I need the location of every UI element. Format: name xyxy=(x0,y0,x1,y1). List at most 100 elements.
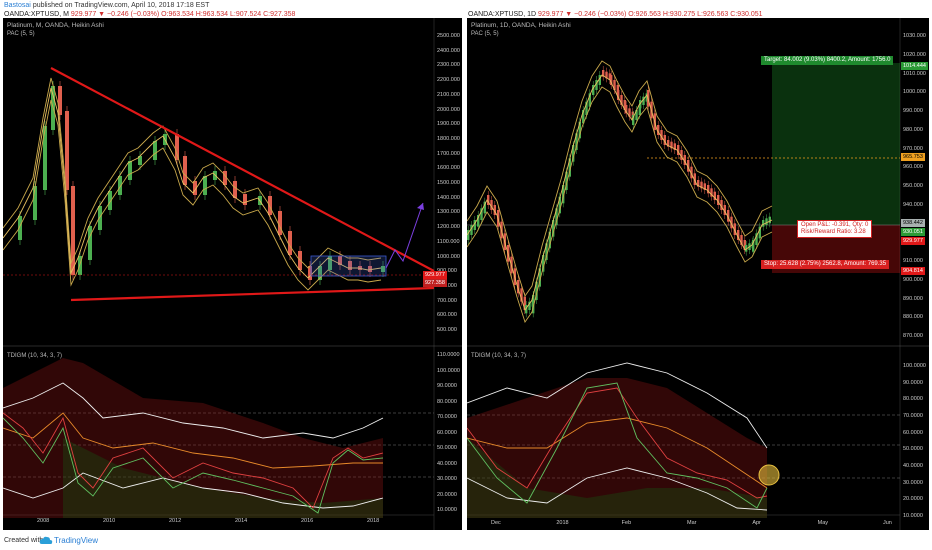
left-time-tick: 2008 xyxy=(37,518,50,524)
candle-body xyxy=(108,191,112,210)
left-osc-tick: 10.0000 xyxy=(437,507,457,513)
candle-body xyxy=(558,196,561,214)
osc-rsi-line xyxy=(467,382,768,509)
left-chart-canvas[interactable] xyxy=(3,18,462,530)
right-osc-tick: 30.0000 xyxy=(903,479,923,486)
candle-body xyxy=(193,181,197,195)
candle-body xyxy=(670,141,673,149)
tradingview-cloud-icon xyxy=(39,536,53,544)
right-time-tick: May xyxy=(817,520,829,526)
osc-upper-band xyxy=(467,362,768,449)
osc-green-cloud xyxy=(63,438,383,518)
candle-body xyxy=(18,216,22,240)
target-box[interactable]: Target: 84.002 (9.03%) 8400.2, Amount: 1… xyxy=(761,56,894,65)
candle-body xyxy=(65,111,69,190)
left-time-tick: 2018 xyxy=(367,518,380,524)
left-price-tick: 1100.000 xyxy=(437,238,460,245)
left-osc-tick: 20.0000 xyxy=(437,491,457,498)
candle-body xyxy=(623,100,626,110)
candle-body xyxy=(318,266,322,280)
tradingview-logo-text[interactable]: TradingView xyxy=(54,536,99,545)
pac-band xyxy=(3,77,382,269)
left-price-tag-bot: 927.358 xyxy=(423,279,447,287)
left-price-tick: 1400.000 xyxy=(437,194,460,201)
candle-body xyxy=(610,75,613,85)
left-price-tick: 1300.000 xyxy=(437,209,460,216)
candle-body xyxy=(628,108,631,117)
osc-green-cloud xyxy=(467,438,767,518)
right-price-tick: 900.000 xyxy=(903,276,923,283)
left-osc-tick: 110.0000 xyxy=(437,352,460,358)
candle-body xyxy=(683,155,686,165)
candle-body xyxy=(743,240,746,250)
right-price-tick: 1030.000 xyxy=(903,33,926,39)
candle-body xyxy=(528,301,531,310)
left-chart-pane[interactable]: Platinum, M, OANDA, Heikin Ashi PAC (5, … xyxy=(3,18,462,530)
right-tag-target: 1014.444 xyxy=(901,62,928,70)
left-price-tag-top: 929.977 xyxy=(423,271,447,279)
right-price-tick: 950.000 xyxy=(903,183,923,189)
publish-info: published on TradingView.com, April 10, … xyxy=(32,2,210,9)
right-time-tick: Jun xyxy=(883,520,892,526)
left-price-tick: 1900.000 xyxy=(437,121,460,128)
candle-body xyxy=(572,145,575,162)
candle-body xyxy=(585,101,588,115)
candle-body xyxy=(660,130,663,140)
right-osc-tick: 100.0000 xyxy=(903,363,926,369)
right-symbol: OANDA:XPTUSD, 1D xyxy=(468,11,537,18)
candle-body xyxy=(762,220,765,227)
left-time-tick: 2016 xyxy=(301,518,314,524)
candle-body xyxy=(562,185,565,204)
pnl-box[interactable]: Open P&L: -0.391, Qty: 0 Risk/Reward Rat… xyxy=(797,220,873,238)
right-price-tick: 910.000 xyxy=(903,258,923,264)
left-osc-tick: 70.0000 xyxy=(437,414,457,420)
left-price-tick: 2200.000 xyxy=(437,77,460,84)
candle-body xyxy=(700,181,703,189)
left-price-tick: 1000.000 xyxy=(437,253,460,260)
candle-body xyxy=(677,145,680,155)
right-chart-pane[interactable]: Platinum, 1D, OANDA, Heikin Ashi PAC (5,… xyxy=(467,18,929,530)
candle-body xyxy=(578,121,581,139)
candle-body xyxy=(752,240,755,252)
right-tag-stop: 904.814 xyxy=(901,267,925,275)
candle-body xyxy=(565,171,568,190)
right-ohlc: 929.977 ▼ −0.246 (−0.03%) O:926.563 H:93… xyxy=(538,11,763,18)
osc-rsi-line xyxy=(3,417,384,514)
candle-body xyxy=(98,206,102,230)
candle-body xyxy=(717,195,720,205)
candle-body xyxy=(635,110,638,120)
candle-body xyxy=(605,71,608,79)
candle-body xyxy=(598,75,601,85)
osc-lower-band xyxy=(467,467,768,511)
candle-body xyxy=(43,126,47,190)
right-time-tick: Feb xyxy=(621,520,632,526)
candle-body xyxy=(532,295,535,314)
candle-body xyxy=(138,156,142,165)
right-osc-tick: 80.0000 xyxy=(903,396,923,403)
candle-body xyxy=(33,186,37,220)
right-chart-canvas[interactable] xyxy=(467,18,929,530)
osc-upper-band xyxy=(3,382,384,439)
right-osc-tick: 40.0000 xyxy=(903,463,923,469)
right-price-tick: 980.000 xyxy=(903,126,923,133)
left-time-tick: 2014 xyxy=(235,518,248,524)
osc-mid-line xyxy=(467,417,768,489)
candle-body xyxy=(153,141,157,160)
left-osc-label: TDIGM (10, 34, 3, 7) xyxy=(7,353,63,359)
right-price-tick: 970.000 xyxy=(903,145,923,152)
author-link[interactable]: Bastosai xyxy=(4,2,31,9)
candle-body xyxy=(473,220,476,230)
pac-band xyxy=(467,60,773,298)
pac-band xyxy=(467,86,773,324)
support-trendline xyxy=(70,286,435,302)
candle-body xyxy=(575,133,578,150)
candle-body xyxy=(545,243,548,260)
candle-body xyxy=(520,288,523,302)
candle-body xyxy=(525,305,528,314)
stop-box[interactable]: Stop: 25.628 (2.75%) 2562.8, Amount: 769… xyxy=(761,260,890,269)
right-time-tick: Apr xyxy=(752,520,761,526)
candle-body xyxy=(368,266,372,272)
candle-body xyxy=(328,256,332,270)
footer: Created with TradingView xyxy=(0,531,932,550)
pnl-line: Open P&L: -0.391, Qty: 0 xyxy=(801,222,869,228)
